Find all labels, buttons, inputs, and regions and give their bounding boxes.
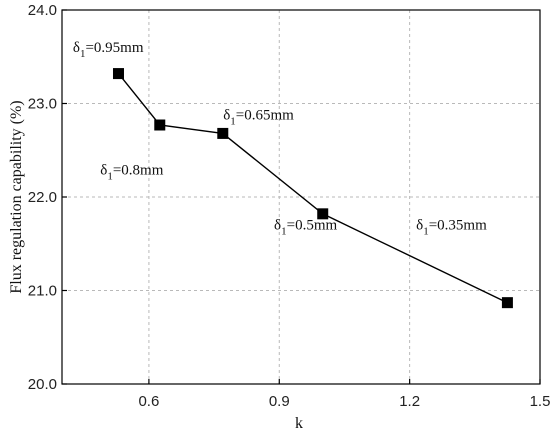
delta-symbol: δ (223, 107, 230, 123)
delta-annotation: δ1=0.65mm (223, 107, 294, 127)
y-axis-title: Flux regulation capability (%) (8, 100, 25, 293)
annotation-value: =0.95mm (85, 40, 143, 56)
delta-subscript: 1 (80, 48, 86, 60)
marker-layer (112, 68, 513, 309)
delta-subscript: 1 (107, 171, 113, 183)
delta-subscript: 1 (423, 226, 429, 238)
delta-subscript: 1 (281, 226, 287, 238)
data-point (154, 119, 166, 131)
delta-subscript: 1 (230, 115, 236, 127)
annotation-value: =0.8mm (113, 163, 164, 179)
x-tick-label: 0.9 (269, 393, 290, 410)
x-tick-label: 1.5 (530, 393, 550, 410)
data-point (112, 68, 124, 80)
y-tick-label: 24.0 (28, 2, 57, 19)
data-point (217, 127, 229, 139)
delta-annotation: δ1=0.5mm (274, 218, 337, 238)
delta-annotation: δ1=0.8mm (100, 163, 163, 183)
tick-layer: 0.6 0.9 1.2 1.5 20.0 21.0 22.0 23.0 24.0 (28, 2, 550, 410)
x-tick-label: 0.6 (138, 393, 159, 410)
delta-symbol: δ (274, 218, 281, 234)
delta-annotation: δ1=0.95mm (73, 40, 144, 60)
data-point (501, 297, 513, 309)
series-line (117, 73, 508, 304)
annotation-value: =0.65mm (236, 107, 294, 123)
delta-annotation: δ1=0.35mm (416, 218, 487, 238)
y-tick-label: 23.0 (28, 96, 57, 113)
delta-symbol: δ (100, 163, 107, 179)
x-axis-title: k (295, 415, 303, 432)
y-tick-label: 20.0 (28, 376, 57, 393)
x-tick-label: 1.2 (399, 393, 420, 410)
y-tick-label: 21.0 (28, 283, 57, 300)
delta-symbol: δ (416, 218, 423, 234)
annotation-value: =0.5mm (287, 218, 338, 234)
data-point (317, 208, 329, 220)
annotation-value: =0.35mm (429, 218, 487, 234)
y-tick-label: 22.0 (28, 189, 57, 206)
delta-symbol: δ (73, 40, 80, 56)
